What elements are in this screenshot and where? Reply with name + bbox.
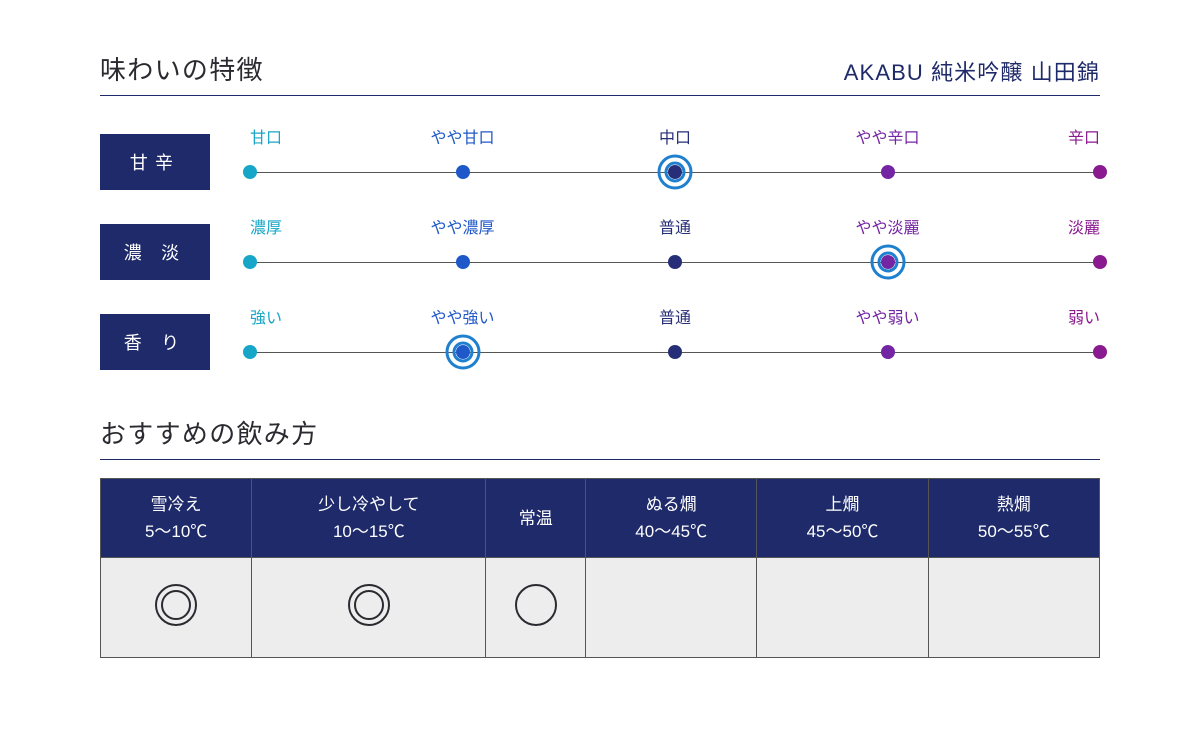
drink-column-header: 上燗45～50℃ <box>757 479 928 558</box>
taste-scale-dot <box>668 255 682 269</box>
taste-section-header: 味わいの特徴 AKABU 純米吟醸 山田錦 <box>100 50 1100 96</box>
circle-icon <box>514 583 558 627</box>
taste-option-label: 普通 <box>659 214 691 238</box>
drink-cell <box>586 558 757 658</box>
taste-selected-marker <box>870 244 906 280</box>
drink-column-header: 熱燗50～55℃ <box>928 479 1099 558</box>
taste-option-label: やや辛口 <box>855 124 919 148</box>
drink-section-title: おすすめの飲み方 <box>100 414 1100 451</box>
taste-section-title: 味わいの特徴 <box>100 50 264 87</box>
taste-rows: 甘辛甘口やや甘口中口やや辛口辛口濃 淡濃厚やや濃厚普通やや淡麗淡麗香 り強いやや… <box>100 124 1100 376</box>
drink-cell <box>101 558 252 658</box>
drink-column-header: ぬる燗40～45℃ <box>586 479 757 558</box>
taste-option-label: やや強い <box>430 304 494 328</box>
taste-option-label: 濃厚 <box>250 214 282 238</box>
taste-option-label: 普通 <box>659 304 691 328</box>
taste-option-label: やや淡麗 <box>855 214 919 238</box>
drink-section-header: おすすめの飲み方 <box>100 414 1100 460</box>
drink-cell <box>928 558 1099 658</box>
taste-scale-dot <box>1093 165 1107 179</box>
taste-scale-dot <box>1093 255 1107 269</box>
drink-cell <box>252 558 486 658</box>
taste-scale-dot <box>456 165 470 179</box>
taste-scale: 濃厚 やや濃厚 普通 やや淡麗 淡麗 <box>250 214 1100 286</box>
taste-scale-dot <box>243 255 257 269</box>
taste-scale-dot <box>1093 345 1107 359</box>
taste-row: 濃 淡 濃厚 やや濃厚 普通 やや淡麗 淡麗 <box>100 214 1100 286</box>
double-circle-icon <box>347 583 391 627</box>
taste-scale: 甘口 やや甘口 中口 やや辛口 辛口 <box>250 124 1100 196</box>
drink-cell <box>486 558 586 658</box>
taste-option-label: 甘口 <box>250 124 282 148</box>
taste-option-label: 強い <box>250 304 282 328</box>
taste-scale-dot <box>243 345 257 359</box>
taste-option-label: やや弱い <box>855 304 919 328</box>
drink-column-header: 少し冷やして10～15℃ <box>252 479 486 558</box>
taste-option-label: 淡麗 <box>1068 214 1100 238</box>
drink-cell <box>757 558 928 658</box>
taste-row: 甘辛 甘口 やや甘口 中口 やや辛口 辛口 <box>100 124 1100 196</box>
taste-selected-marker <box>657 154 693 190</box>
drink-table: 雪冷え5～10℃少し冷やして10～15℃常温ぬる燗40～45℃上燗45～50℃熱… <box>100 478 1100 658</box>
taste-row-label: 甘辛 <box>100 134 210 190</box>
taste-option-label: やや甘口 <box>430 124 494 148</box>
double-circle-icon <box>154 583 198 627</box>
taste-option-label: やや濃厚 <box>430 214 494 238</box>
taste-row-label: 濃 淡 <box>100 224 210 280</box>
taste-scale: 強い やや強い 普通 やや弱い 弱い <box>250 304 1100 376</box>
taste-scale-dot <box>456 255 470 269</box>
taste-scale-dot <box>243 165 257 179</box>
taste-scale-dot <box>668 345 682 359</box>
taste-row-label: 香 り <box>100 314 210 370</box>
taste-scale-dot <box>881 345 895 359</box>
product-name: AKABU 純米吟醸 山田錦 <box>844 55 1100 87</box>
drink-column-header: 常温 <box>486 479 586 558</box>
taste-option-label: 弱い <box>1068 304 1100 328</box>
taste-option-label: 中口 <box>659 124 691 148</box>
taste-selected-marker <box>445 334 481 370</box>
taste-scale-dot <box>881 165 895 179</box>
taste-row: 香 り 強い やや強い 普通 やや弱い 弱い <box>100 304 1100 376</box>
drink-column-header: 雪冷え5～10℃ <box>101 479 252 558</box>
taste-option-label: 辛口 <box>1068 124 1100 148</box>
